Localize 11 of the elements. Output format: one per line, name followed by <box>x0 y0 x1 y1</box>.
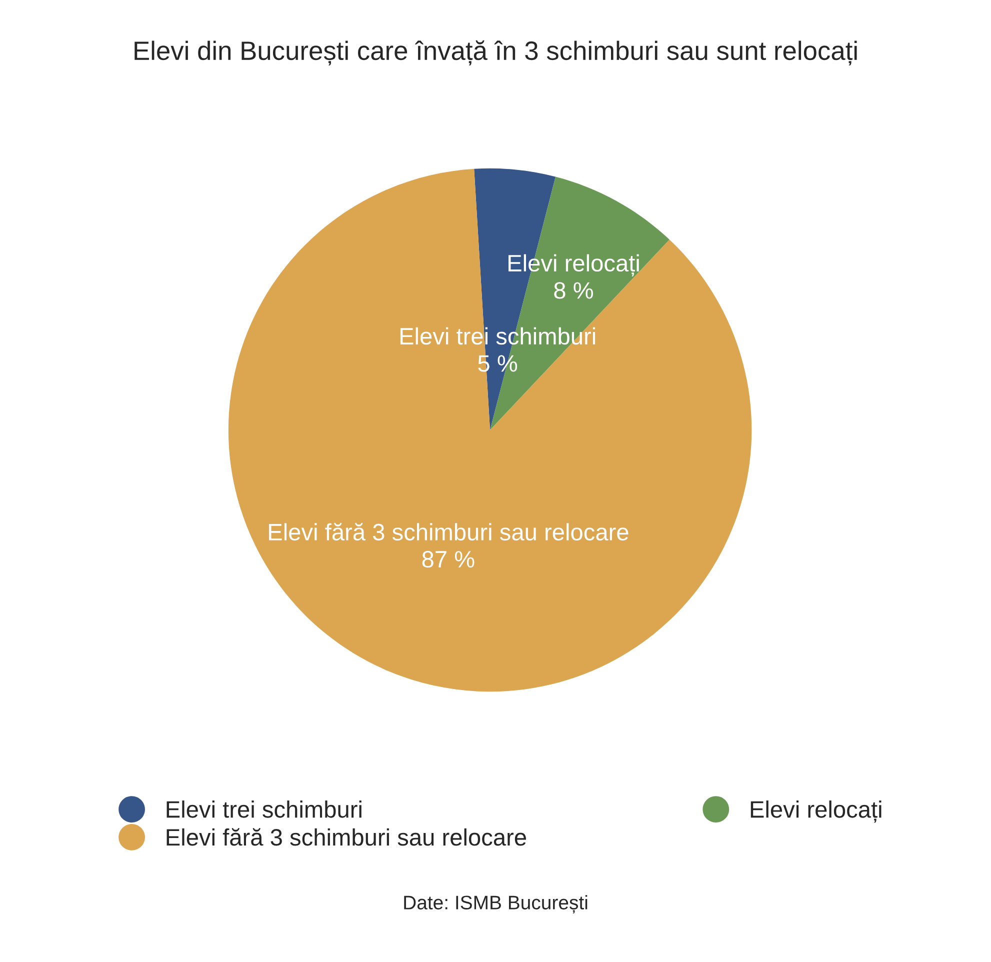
text: Date: ISMB București <box>404 895 588 914</box>
slice-label: Elevi relocați <box>508 254 639 276</box>
data-label: 87 % <box>422 550 474 568</box>
legend-label: Elevi trei schimburi <box>166 800 362 818</box>
slice-label: Elevi fără 3 schimburi sau relocare <box>269 522 628 541</box>
data-label: 8 % <box>554 282 593 299</box>
pie-slice <box>490 176 670 430</box>
chart-title: Elevi din București care învață în 3 schimburi sau sunt relocați <box>134 40 857 66</box>
pie-slice <box>228 168 752 692</box>
legend-label: Elevi fără 3 schimburi sau relocare <box>166 828 526 846</box>
legend-label: Elevi relocați <box>750 800 882 823</box>
